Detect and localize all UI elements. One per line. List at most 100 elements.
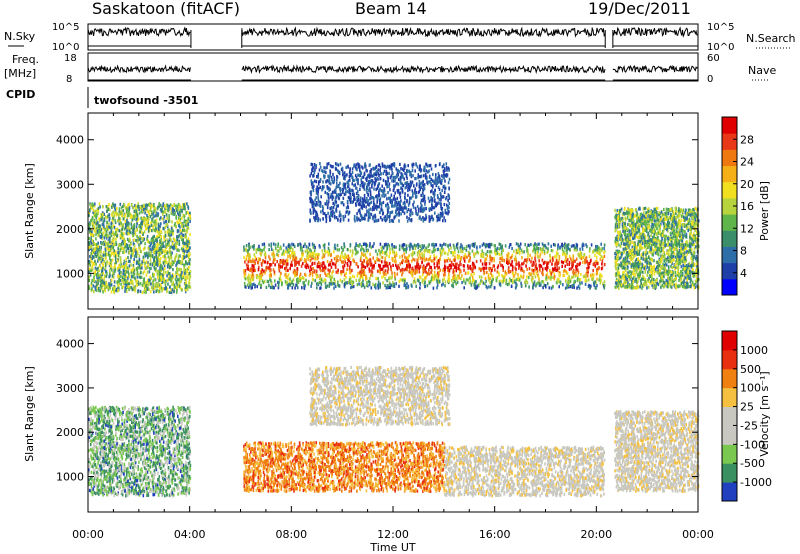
data-point [174, 222, 176, 226]
data-point [381, 275, 383, 279]
data-point [97, 259, 99, 263]
data-point [164, 283, 167, 287]
data-point [125, 244, 128, 248]
data-point [89, 222, 92, 226]
data-point [339, 256, 342, 261]
data-point [490, 283, 493, 287]
data-point [395, 253, 397, 258]
data-point [243, 282, 246, 286]
data-point [155, 246, 158, 250]
data-point [158, 258, 161, 262]
data-point [102, 250, 105, 255]
data-point [144, 242, 146, 246]
data-point [155, 262, 157, 266]
data-point [140, 275, 143, 279]
data-point [401, 267, 404, 271]
data-point [135, 261, 138, 265]
data-point [186, 262, 189, 266]
data-point [596, 248, 599, 252]
data-point [138, 230, 141, 234]
data-point [151, 287, 154, 291]
data-point [472, 242, 475, 247]
data-point [131, 218, 134, 222]
data-point [152, 238, 154, 242]
data-point [175, 263, 177, 267]
data-point [435, 243, 438, 247]
data-point [579, 247, 581, 251]
data-point [471, 268, 474, 272]
data-point [120, 278, 123, 282]
data-point [140, 241, 142, 245]
data-point [600, 267, 603, 271]
data-point [101, 215, 104, 219]
data-point [320, 269, 322, 273]
data-point [330, 282, 333, 286]
data-point [154, 225, 157, 229]
data-point [559, 281, 562, 285]
data-point [182, 248, 184, 252]
data-point [444, 179, 446, 183]
data-point [593, 273, 595, 277]
data-point [142, 271, 144, 275]
data-point [185, 241, 188, 245]
data-point [97, 269, 99, 273]
data-point [437, 274, 440, 278]
data-point [413, 243, 416, 247]
data-point [254, 283, 256, 287]
data-point [545, 276, 548, 280]
data-point [276, 260, 278, 264]
data-point [481, 249, 483, 253]
data-point [184, 271, 186, 275]
data-point [307, 282, 310, 286]
data-point [498, 273, 500, 277]
data-point [126, 232, 129, 236]
data-point [143, 270, 146, 274]
data-point [292, 283, 295, 287]
data-point [315, 275, 318, 279]
data-point [175, 275, 178, 279]
data-point [474, 265, 476, 269]
noise-trace [87, 26, 699, 48]
data-point [528, 258, 531, 262]
data-point [436, 283, 439, 287]
data-point [289, 267, 291, 271]
data-point [592, 269, 594, 273]
data-point [118, 216, 120, 220]
data-point [518, 252, 521, 256]
data-point [165, 251, 168, 255]
data-point [269, 262, 271, 267]
data-point [88, 269, 91, 274]
data-point [138, 257, 141, 261]
data-point [345, 210, 347, 214]
data-point [415, 284, 417, 288]
data-point [160, 237, 162, 241]
data-point [396, 272, 399, 276]
nsky-tick-bottom: 10^0 [52, 42, 79, 53]
data-point [346, 281, 349, 285]
data-point [319, 265, 321, 269]
data-point [188, 261, 191, 265]
data-point [334, 280, 336, 284]
data-point [130, 286, 133, 290]
data-point [493, 244, 496, 248]
data-point [175, 285, 178, 289]
data-point [310, 284, 312, 288]
data-point [327, 252, 330, 256]
data-point [148, 282, 150, 286]
data-point [295, 283, 297, 287]
data-point [386, 246, 389, 250]
data-point [314, 279, 317, 283]
data-point [569, 285, 572, 289]
data-point [404, 202, 406, 207]
data-point [279, 260, 281, 264]
data-point [94, 260, 96, 264]
data-point [542, 273, 544, 277]
data-point [152, 272, 154, 276]
data-point [542, 261, 545, 265]
data-point [147, 239, 150, 243]
data-point [175, 216, 177, 220]
data-point [131, 231, 134, 235]
data-point [187, 240, 189, 244]
data-point [519, 242, 522, 246]
data-point [154, 219, 157, 223]
